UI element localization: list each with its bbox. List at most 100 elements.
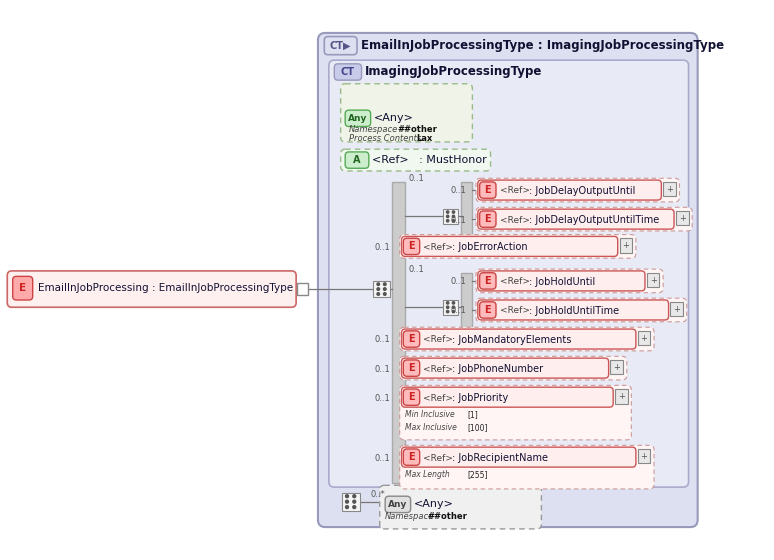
Text: E: E	[408, 363, 415, 373]
FancyBboxPatch shape	[478, 271, 645, 291]
Text: 0..*: 0..*	[371, 490, 385, 499]
FancyBboxPatch shape	[403, 389, 420, 405]
Text: Lax: Lax	[416, 134, 433, 143]
Circle shape	[345, 494, 348, 498]
Text: <Ref>: <Ref>	[500, 277, 529, 286]
Circle shape	[377, 283, 379, 286]
Text: [1]: [1]	[467, 410, 478, 419]
Text: 0..1: 0..1	[375, 394, 390, 403]
Bar	[615, 389, 628, 404]
FancyBboxPatch shape	[403, 360, 420, 376]
FancyBboxPatch shape	[476, 207, 692, 231]
FancyBboxPatch shape	[480, 302, 496, 318]
Text: <Ref>: <Ref>	[423, 335, 454, 344]
FancyBboxPatch shape	[324, 36, 357, 55]
Text: Process Contents: Process Contents	[349, 134, 421, 143]
FancyBboxPatch shape	[318, 33, 697, 527]
Text: <Any>: <Any>	[375, 113, 414, 123]
Text: <Ref>: <Ref>	[423, 243, 454, 252]
Text: 0..1: 0..1	[450, 216, 466, 225]
Text: 0..1: 0..1	[450, 186, 466, 195]
Circle shape	[452, 310, 454, 313]
FancyBboxPatch shape	[402, 358, 608, 378]
FancyBboxPatch shape	[480, 211, 496, 227]
Text: : JobHoldUntilTime: : JobHoldUntilTime	[529, 306, 618, 316]
Text: <Any>: <Any>	[414, 500, 454, 510]
FancyBboxPatch shape	[480, 273, 496, 289]
FancyBboxPatch shape	[7, 271, 296, 307]
Text: <Ref>: <Ref>	[500, 306, 529, 315]
Circle shape	[452, 211, 454, 213]
Circle shape	[452, 215, 454, 218]
Bar	[663, 182, 676, 197]
Text: E: E	[485, 185, 491, 195]
Text: E: E	[19, 283, 26, 293]
Text: 0..1: 0..1	[409, 264, 424, 274]
Text: E: E	[408, 241, 415, 251]
Text: +: +	[679, 214, 686, 223]
Text: ##other: ##other	[397, 125, 437, 134]
Text: ##other: ##other	[427, 512, 467, 521]
Text: [255]: [255]	[467, 470, 488, 479]
Text: 0..1: 0..1	[375, 365, 390, 374]
Bar	[341, 493, 360, 511]
Circle shape	[383, 293, 386, 295]
Text: +: +	[666, 185, 673, 194]
Text: 0..1: 0..1	[375, 335, 390, 344]
Text: : JobDelayOutputUntil: : JobDelayOutputUntil	[529, 186, 635, 196]
Text: ImagingJobProcessingType: ImagingJobProcessingType	[365, 66, 543, 78]
Circle shape	[447, 211, 449, 213]
Circle shape	[353, 506, 356, 508]
Text: : JobPhoneNumber: : JobPhoneNumber	[452, 364, 543, 374]
FancyBboxPatch shape	[399, 235, 636, 258]
Text: A: A	[353, 155, 361, 165]
FancyBboxPatch shape	[334, 64, 361, 80]
Bar	[461, 273, 472, 342]
FancyBboxPatch shape	[402, 329, 636, 349]
Circle shape	[452, 220, 454, 222]
Bar	[297, 283, 308, 296]
Circle shape	[447, 220, 449, 222]
Bar	[461, 182, 472, 251]
Text: Namespace: Namespace	[385, 512, 434, 521]
FancyBboxPatch shape	[399, 327, 654, 351]
Bar	[638, 449, 650, 464]
Circle shape	[377, 288, 379, 291]
Text: Min Inclusive: Min Inclusive	[405, 410, 455, 419]
Text: E: E	[408, 452, 415, 462]
FancyBboxPatch shape	[478, 209, 674, 229]
Text: E: E	[485, 214, 491, 224]
Text: <Ref>: <Ref>	[423, 454, 454, 463]
Text: : JobMandatoryElements: : JobMandatoryElements	[452, 335, 572, 345]
Text: : JobErrorAction: : JobErrorAction	[452, 242, 528, 253]
FancyBboxPatch shape	[345, 110, 371, 127]
Text: Max Inclusive: Max Inclusive	[405, 423, 457, 432]
Text: EmailInJobProcessing : EmailInJobProcessingType: EmailInJobProcessing : EmailInJobProcess…	[38, 283, 293, 293]
Text: +: +	[622, 241, 629, 250]
FancyBboxPatch shape	[385, 496, 410, 512]
Text: <Ref>   : MustHonor: <Ref> : MustHonor	[372, 155, 487, 165]
Text: Any: Any	[389, 500, 408, 509]
Bar	[647, 273, 659, 287]
Circle shape	[353, 494, 356, 498]
Text: +: +	[641, 452, 648, 461]
Circle shape	[353, 500, 356, 503]
Bar	[619, 238, 632, 253]
Circle shape	[377, 293, 379, 295]
Circle shape	[383, 283, 386, 286]
FancyBboxPatch shape	[403, 449, 420, 465]
Text: +: +	[641, 334, 648, 343]
Circle shape	[345, 506, 348, 508]
Circle shape	[345, 500, 348, 503]
Circle shape	[452, 306, 454, 309]
FancyBboxPatch shape	[345, 152, 368, 168]
FancyBboxPatch shape	[399, 385, 632, 440]
Text: EmailInJobProcessingType : ImagingJobProcessingType: EmailInJobProcessingType : ImagingJobPro…	[361, 39, 724, 52]
Text: +: +	[649, 276, 656, 284]
Bar	[373, 281, 389, 297]
FancyBboxPatch shape	[476, 178, 680, 202]
Text: E: E	[408, 392, 415, 402]
Circle shape	[447, 310, 449, 313]
FancyBboxPatch shape	[399, 445, 654, 489]
Text: [100]: [100]	[467, 423, 488, 432]
